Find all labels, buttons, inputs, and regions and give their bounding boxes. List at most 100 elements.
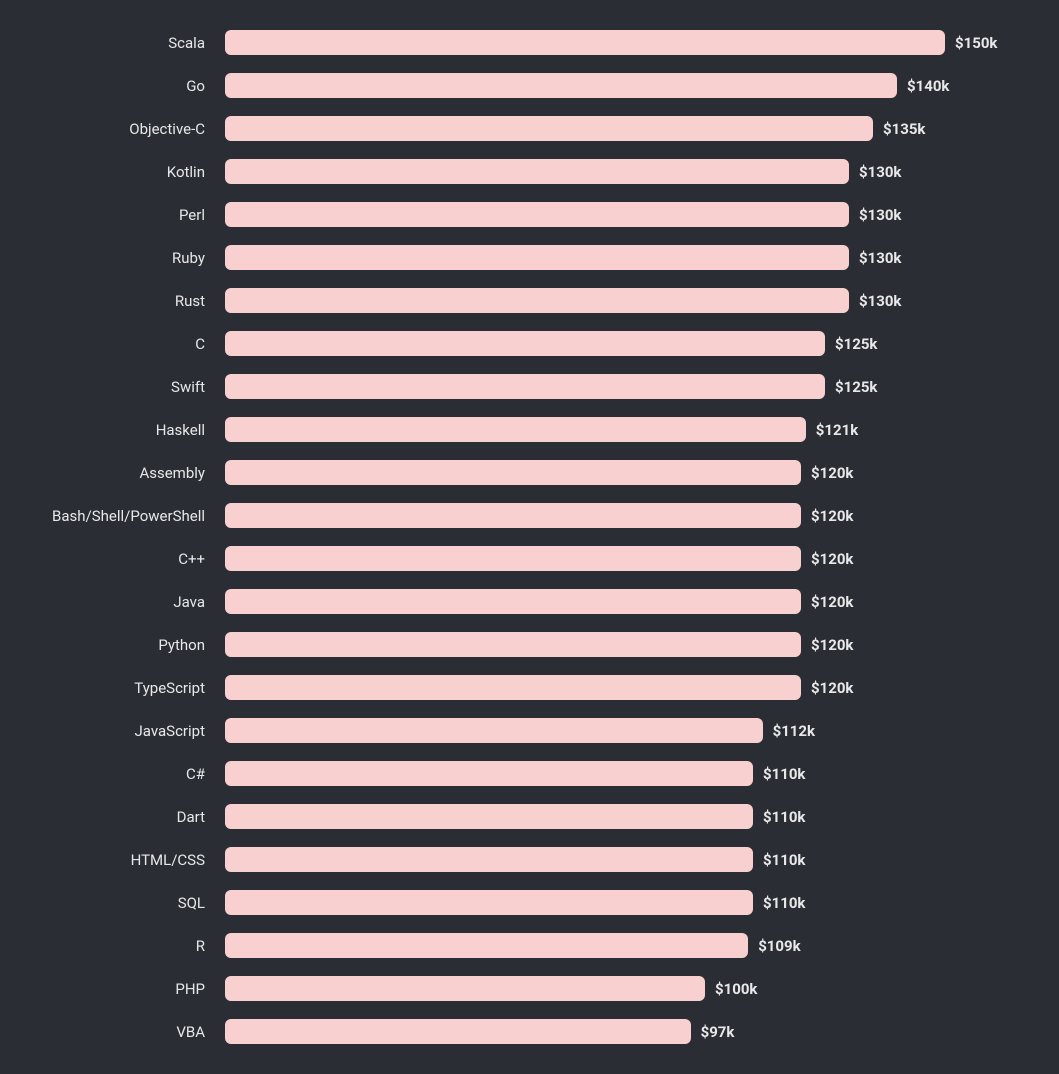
chart-bar xyxy=(225,976,705,1001)
bar-container: $130k xyxy=(225,245,1019,270)
bar-container: $140k xyxy=(225,73,1019,98)
bar-container: $125k xyxy=(225,374,1019,399)
chart-value: $120k xyxy=(801,550,853,568)
chart-row: Rust $130k xyxy=(40,288,1019,313)
chart-value: $121k xyxy=(806,421,858,439)
chart-bar xyxy=(225,503,801,528)
bar-container: $120k xyxy=(225,503,1019,528)
chart-label: Kotlin xyxy=(40,163,225,181)
chart-value: $130k xyxy=(849,206,901,224)
bar-container: $130k xyxy=(225,288,1019,313)
chart-bar xyxy=(225,632,801,657)
bar-container: $110k xyxy=(225,847,1019,872)
chart-row: VBA $97k xyxy=(40,1019,1019,1044)
bar-container: $130k xyxy=(225,159,1019,184)
chart-value: $130k xyxy=(849,163,901,181)
bar-container: $120k xyxy=(225,675,1019,700)
chart-row: C $125k xyxy=(40,331,1019,356)
chart-bar xyxy=(225,73,897,98)
chart-bar xyxy=(225,804,753,829)
chart-row: Ruby $130k xyxy=(40,245,1019,270)
chart-label: SQL xyxy=(40,894,225,912)
chart-label: Assembly xyxy=(40,464,225,482)
chart-bar xyxy=(225,116,873,141)
chart-bar xyxy=(225,589,801,614)
bar-container: $135k xyxy=(225,116,1019,141)
chart-bar xyxy=(225,245,849,270)
chart-value: $120k xyxy=(801,593,853,611)
bar-container: $121k xyxy=(225,417,1019,442)
bar-container: $120k xyxy=(225,546,1019,571)
chart-label: Dart xyxy=(40,808,225,826)
chart-bar xyxy=(225,374,825,399)
chart-label: C xyxy=(40,335,225,353)
chart-bar xyxy=(225,331,825,356)
chart-row: Haskell $121k xyxy=(40,417,1019,442)
chart-bar xyxy=(225,460,801,485)
chart-row: SQL $110k xyxy=(40,890,1019,915)
bar-container: $125k xyxy=(225,331,1019,356)
chart-row: Python $120k xyxy=(40,632,1019,657)
chart-bar xyxy=(225,718,763,743)
chart-row: Swift $125k xyxy=(40,374,1019,399)
chart-value: $120k xyxy=(801,679,853,697)
chart-label: PHP xyxy=(40,980,225,998)
bar-container: $97k xyxy=(225,1019,1019,1044)
chart-value: $110k xyxy=(753,808,805,826)
chart-bar xyxy=(225,933,748,958)
chart-label: Bash/Shell/PowerShell xyxy=(40,507,225,525)
bar-container: $120k xyxy=(225,589,1019,614)
chart-label: Python xyxy=(40,636,225,654)
chart-value: $125k xyxy=(825,378,877,396)
bar-container: $109k xyxy=(225,933,1019,958)
chart-value: $130k xyxy=(849,292,901,310)
chart-bar xyxy=(225,417,806,442)
chart-label: Scala xyxy=(40,34,225,52)
chart-row: HTML/CSS $110k xyxy=(40,847,1019,872)
chart-bar xyxy=(225,1019,691,1044)
chart-bar xyxy=(225,761,753,786)
chart-value: $97k xyxy=(691,1023,735,1041)
chart-row: Go$140k xyxy=(40,73,1019,98)
chart-row: Objective-C$135k xyxy=(40,116,1019,141)
chart-value: $110k xyxy=(753,765,805,783)
chart-value: $110k xyxy=(753,894,805,912)
chart-bar xyxy=(225,288,849,313)
chart-value: $140k xyxy=(897,77,949,95)
chart-row: JavaScript$112k xyxy=(40,718,1019,743)
chart-row: Kotlin $130k xyxy=(40,159,1019,184)
chart-value: $130k xyxy=(849,249,901,267)
chart-label: Objective-C xyxy=(40,120,225,138)
chart-label: TypeScript xyxy=(40,679,225,697)
bar-container: $100k xyxy=(225,976,1019,1001)
chart-bar xyxy=(225,890,753,915)
chart-value: $120k xyxy=(801,507,853,525)
chart-row: R$109k xyxy=(40,933,1019,958)
chart-label: Rust xyxy=(40,292,225,310)
chart-bar xyxy=(225,847,753,872)
chart-label: VBA xyxy=(40,1023,225,1041)
chart-row: C++ $120k xyxy=(40,546,1019,571)
chart-bar xyxy=(225,675,801,700)
chart-label: Swift xyxy=(40,378,225,396)
salary-bar-chart: Scala $150k Go$140k Objective-C$135k Kotlin $… xyxy=(40,30,1019,1044)
chart-value: $110k xyxy=(753,851,805,869)
bar-container: $110k xyxy=(225,761,1019,786)
chart-value: $150k xyxy=(945,34,997,52)
chart-label: Haskell xyxy=(40,421,225,439)
chart-value: $120k xyxy=(801,636,853,654)
chart-label: Perl xyxy=(40,206,225,224)
chart-label: HTML/CSS xyxy=(40,851,225,869)
chart-row: PHP$100k xyxy=(40,976,1019,1001)
chart-row: TypeScript $120k xyxy=(40,675,1019,700)
chart-label: Ruby xyxy=(40,249,225,267)
chart-label: C# xyxy=(40,765,225,783)
bar-container: $130k xyxy=(225,202,1019,227)
chart-row: Perl $130k xyxy=(40,202,1019,227)
chart-label: C++ xyxy=(40,550,225,568)
bar-container: $120k xyxy=(225,460,1019,485)
chart-value: $125k xyxy=(825,335,877,353)
bar-container: $120k xyxy=(225,632,1019,657)
chart-bar xyxy=(225,546,801,571)
bar-container: $150k xyxy=(225,30,1019,55)
